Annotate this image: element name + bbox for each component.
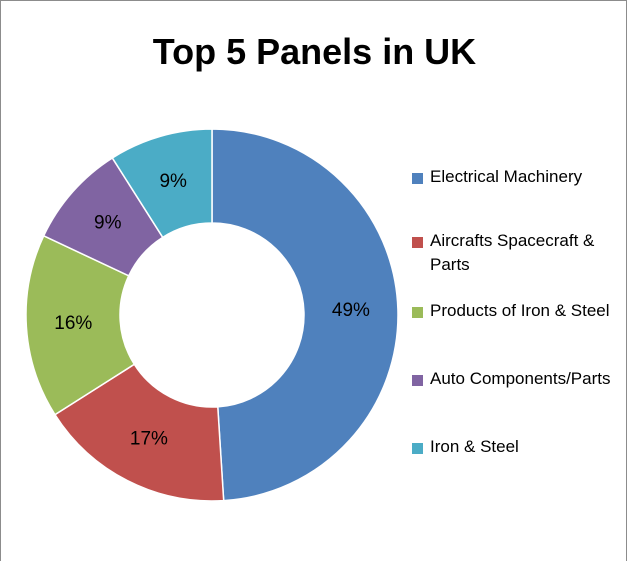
legend-label: Electrical Machinery (430, 167, 583, 186)
data-label-electrical-machinery: 49% (332, 300, 370, 321)
data-label-auto-components-parts: 9% (94, 213, 122, 234)
slice-aircrafts-spacecraft-parts (53, 363, 225, 502)
legend-label: Aircrafts Spacecraft & Parts (430, 231, 595, 274)
legend-swatch (412, 173, 423, 184)
slice-electrical-machinery (211, 128, 399, 502)
data-label-iron-steel: 9% (159, 171, 187, 192)
legend-swatch (412, 237, 423, 248)
legend-swatch (412, 375, 423, 386)
legend-label: Products of Iron & Steel (430, 301, 610, 320)
slice-iron-steel (111, 128, 213, 239)
chart-title: Top 5 Panels in UK (152, 31, 477, 72)
legend-swatch (412, 307, 423, 318)
data-label-products-of-iron-steel: 16% (54, 313, 92, 334)
legend-label: Auto Components/Parts (430, 369, 611, 388)
data-label-aircrafts-spacecraft-parts: 17% (130, 428, 168, 449)
legend-label: Iron & Steel (430, 437, 519, 456)
slice-products-of-iron-steel (25, 234, 136, 416)
legend-swatch (412, 443, 423, 454)
